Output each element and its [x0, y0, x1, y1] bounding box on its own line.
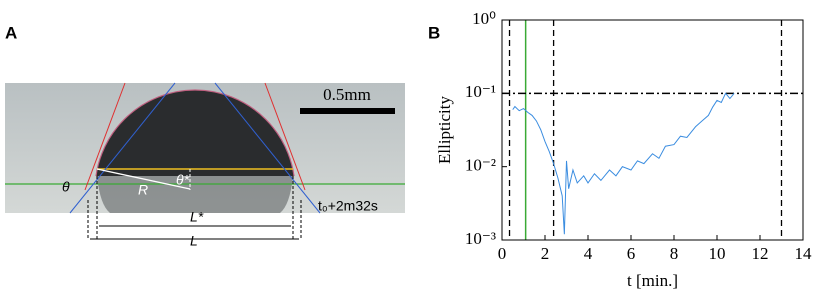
series-line [512, 92, 735, 235]
l: L [190, 233, 198, 249]
x-tick-label: 2 [541, 244, 550, 263]
radius-line [96, 168, 191, 190]
timestamp: t₀+2m32s [318, 198, 378, 214]
y-axis-label: Ellipticity [435, 96, 454, 164]
y-tick-label: 10⁻³ [465, 229, 496, 248]
panel-label: A [5, 23, 17, 42]
x-axis-label: t [min.] [627, 271, 678, 290]
panel-b: B 0 2 4 6 8 10 12 14 10⁻³ 10⁻² 10⁻¹ 10⁰ Ellipticity t… [428, 9, 812, 290]
reflection [97, 176, 293, 213]
x-tick-label: 14 [795, 244, 813, 263]
plot-frame [501, 19, 804, 241]
theta-star: θ* [176, 172, 190, 188]
x-tick-label: 8 [670, 244, 679, 263]
x-tick-label: 12 [752, 244, 769, 263]
tangent [214, 82, 321, 214]
y-tick-label: 10⁰ [472, 9, 496, 28]
l-star: L* [190, 209, 204, 225]
tangent [84, 82, 126, 191]
theta: θ [62, 179, 70, 195]
x-tick-label: 4 [584, 244, 593, 263]
y-tick-label: 10⁻¹ [465, 82, 496, 101]
radius: R [138, 182, 148, 198]
x-tick-label: 10 [709, 244, 726, 263]
panel-a: A 0.5mm θ θ* R t₀+2m32s L* L [5, 23, 405, 249]
scale-bar [300, 108, 395, 114]
x-tick-label: 6 [627, 244, 636, 263]
y-tick-label: 10⁻² [465, 156, 496, 175]
panel-label: B [428, 23, 440, 42]
tangent [69, 82, 176, 214]
x-tick-label: 0 [498, 244, 507, 263]
droplet [95, 89, 295, 176]
tangent [264, 82, 306, 191]
scale-text: 0.5mm [323, 85, 371, 104]
